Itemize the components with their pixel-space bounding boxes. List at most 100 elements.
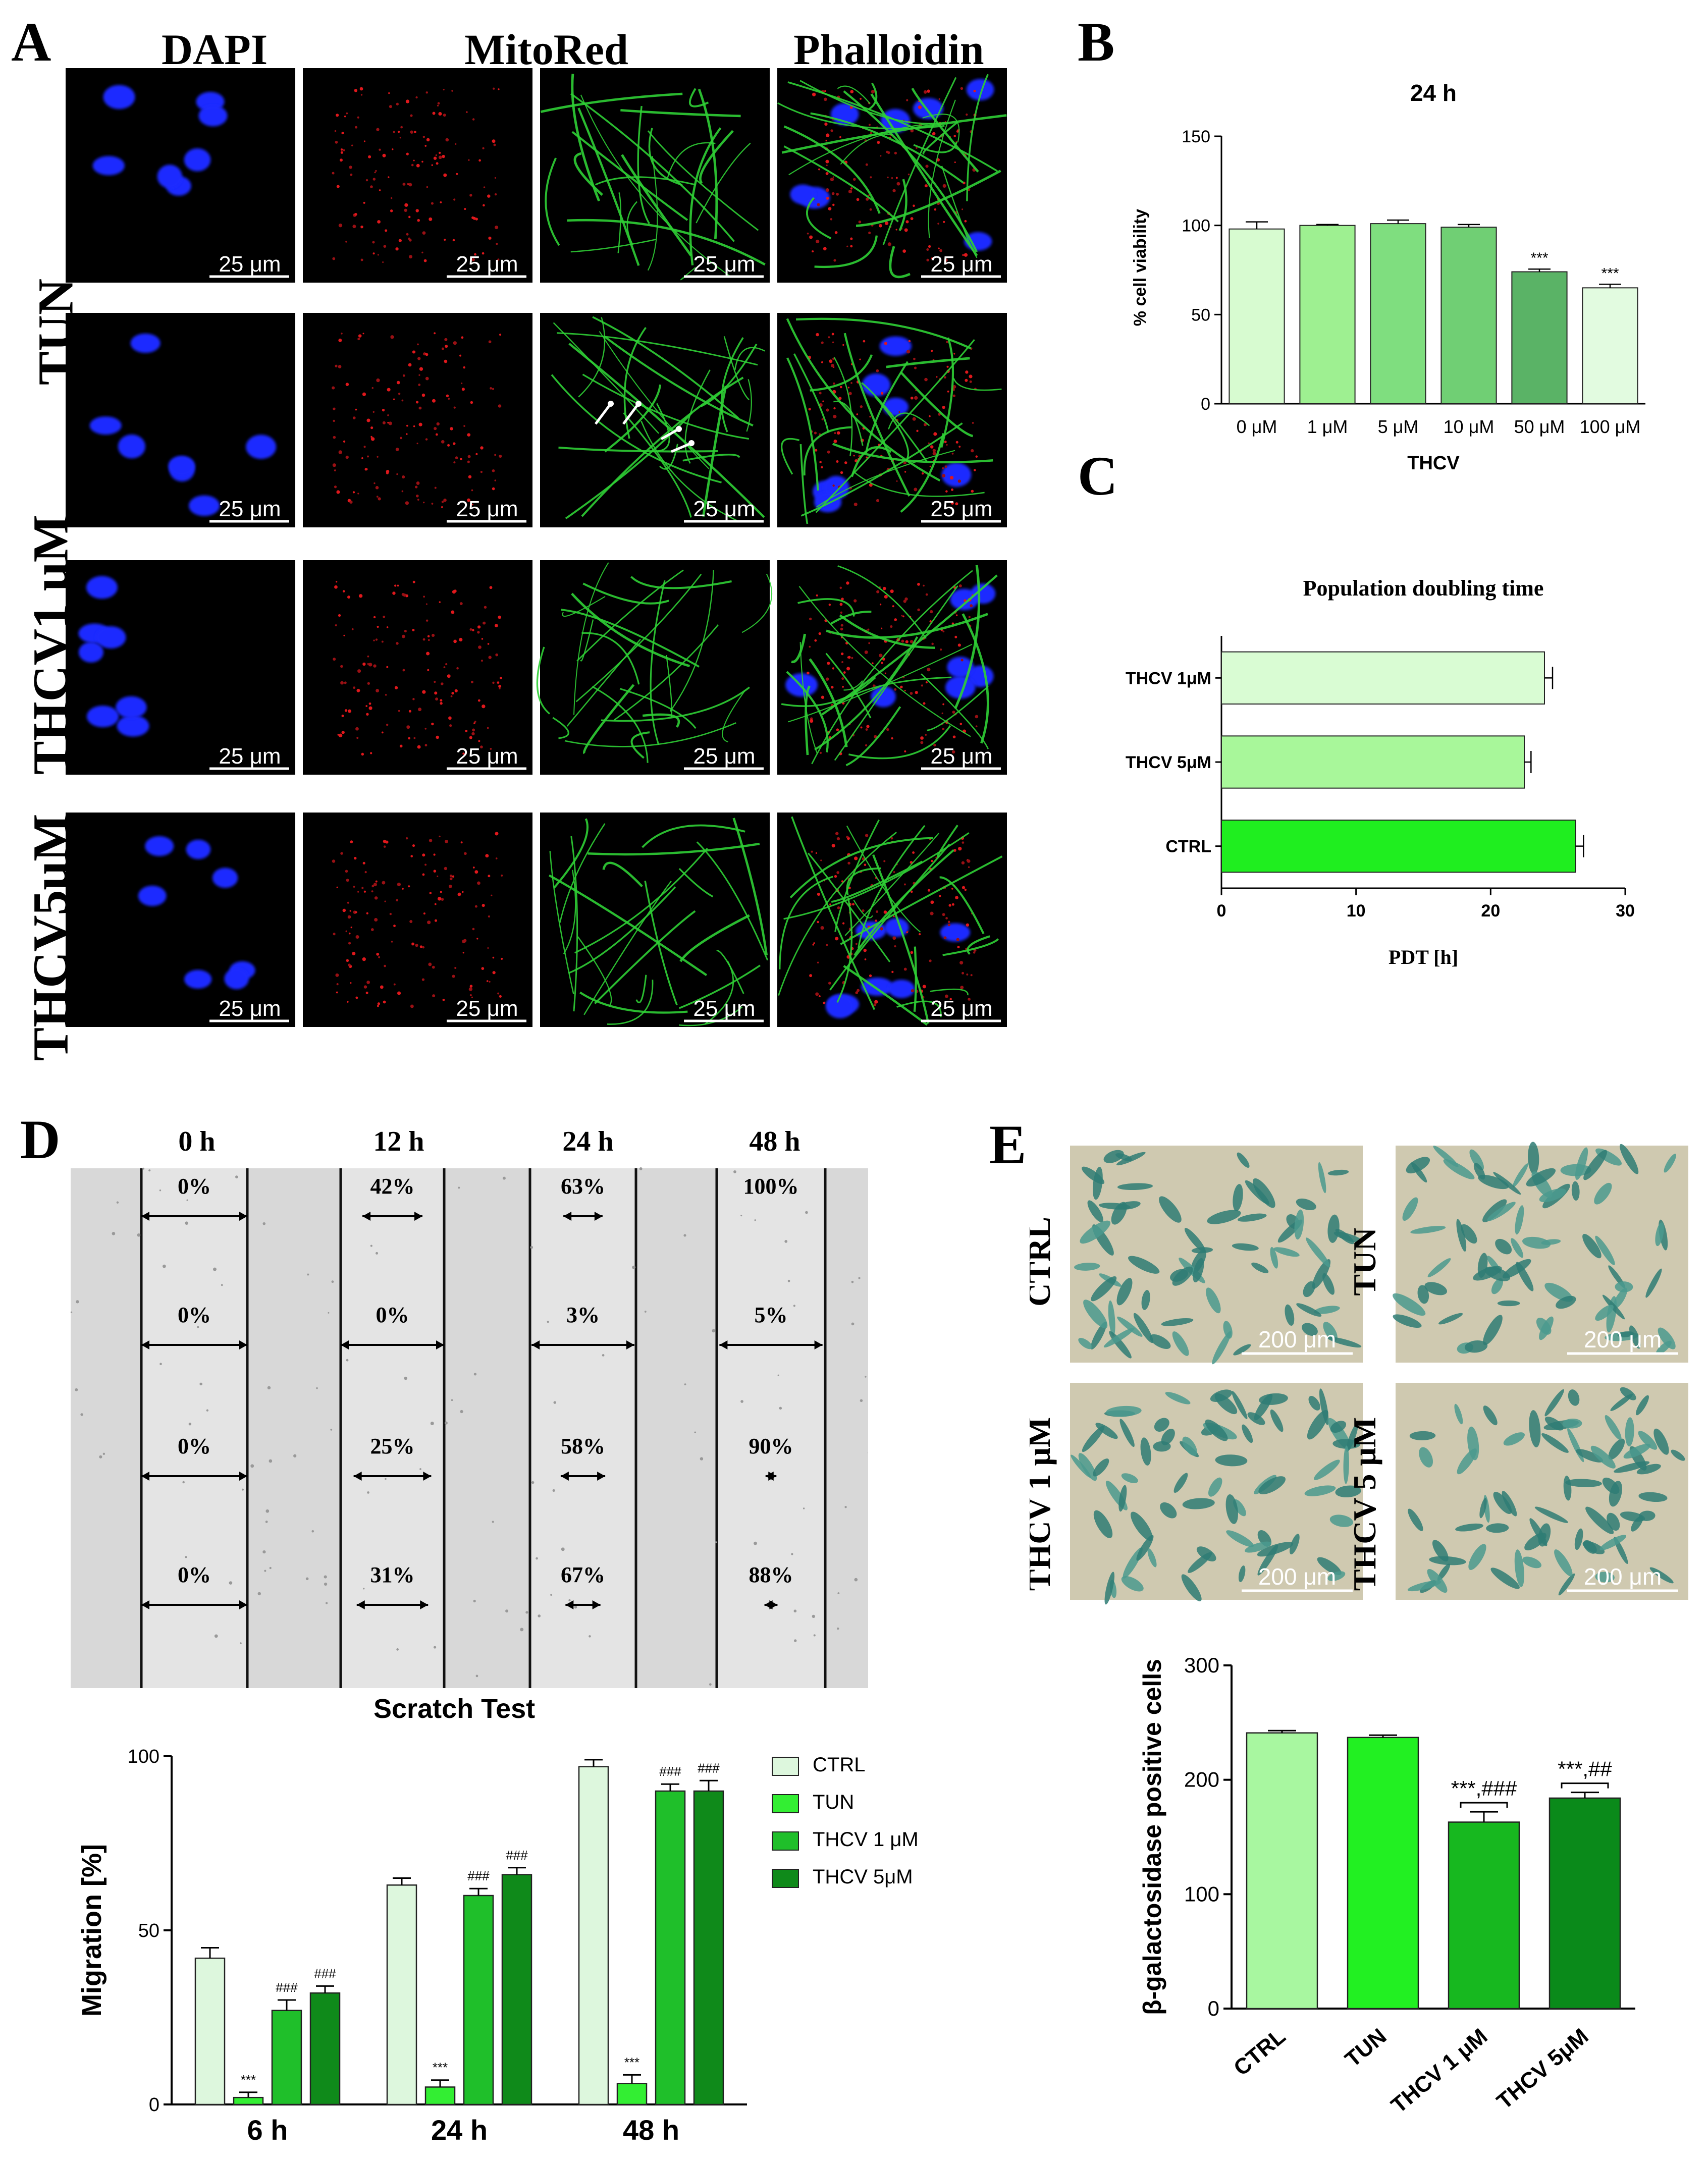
mitochondria-dot <box>413 425 415 427</box>
mitochondria-dot <box>949 475 954 480</box>
mitochondria-dot <box>937 223 939 225</box>
mitochondria-dot <box>334 485 337 489</box>
stained-cell <box>1172 1331 1189 1356</box>
cell-debris <box>865 1376 867 1378</box>
mitochondria-dot <box>448 398 450 400</box>
mitochondria-dot <box>817 921 819 924</box>
mitochondria-dot <box>372 252 375 255</box>
stained-cell <box>1242 1424 1253 1443</box>
stained-cell <box>1456 1219 1467 1252</box>
mitochondria-dot <box>970 604 973 608</box>
mitochondria-dot <box>891 177 893 179</box>
mitochondria-dot <box>951 903 954 906</box>
mitochondria-dot <box>336 490 340 494</box>
mitochondria-dot <box>412 580 415 583</box>
mitochondria-dot <box>942 728 945 730</box>
mitochondria-dot <box>840 652 844 656</box>
mitochondria-dot <box>374 171 376 174</box>
actin-fiber <box>942 938 999 956</box>
micrograph-r0-c2: 25 μm <box>540 68 770 283</box>
mitochondria-dot <box>333 436 336 439</box>
gap-arrow-head <box>719 1340 728 1349</box>
mitochondria-dot <box>444 239 446 241</box>
actin-fiber <box>799 444 809 524</box>
mitochondria-dot <box>390 335 394 339</box>
mitochondria-dot <box>469 628 472 631</box>
mitochondria-dot <box>926 248 929 251</box>
mitochondria-dot <box>342 590 345 592</box>
cell-debris <box>264 1570 266 1572</box>
actin-fiber <box>797 598 855 617</box>
mitochondria-dot <box>361 457 363 459</box>
mitochondria-dot <box>434 332 436 335</box>
mitochondria-dot <box>401 399 404 402</box>
mitochondria-dot <box>472 728 475 732</box>
mitochondria-dot <box>422 873 425 876</box>
mitochondria-dot <box>957 479 962 483</box>
mitochondria-dot <box>942 474 946 478</box>
stained-cell <box>1119 1419 1135 1447</box>
cell-debris <box>330 1429 333 1431</box>
actin-fiber <box>921 673 989 749</box>
mitochondria-dot <box>390 209 393 212</box>
mitochondria-dot <box>469 994 472 996</box>
mitochondria-dot <box>432 112 436 115</box>
actin-fiber <box>702 386 727 517</box>
stained-cell <box>1215 1454 1248 1467</box>
mitochondria-dot <box>469 736 472 739</box>
actin-fiber <box>836 898 853 1003</box>
stained-cell <box>1335 1485 1362 1498</box>
cell-debris <box>589 1635 591 1638</box>
mitochondria-dot <box>835 832 839 835</box>
cell-debris <box>561 1547 565 1551</box>
mitochondria-dot <box>471 732 475 736</box>
mitochondria-dot <box>332 257 336 260</box>
mitochondria-dot <box>828 604 831 606</box>
chart-title: 24 h <box>1410 80 1457 106</box>
nucleus <box>118 435 145 459</box>
mitochondria-dot <box>340 681 344 685</box>
mitochondria-dot <box>335 973 339 977</box>
mitochondria-dot <box>388 421 392 425</box>
mitochondria-dot <box>489 586 493 589</box>
mitochondria-dot <box>836 837 840 841</box>
actin-fiber <box>594 910 696 1004</box>
mitochondria-dot <box>340 852 343 855</box>
mitochondria-dot <box>440 891 442 893</box>
mitochondria-dot <box>377 456 379 458</box>
mitochondria-dot <box>856 198 860 201</box>
stained-cell <box>1483 1315 1503 1345</box>
mitochondria-dot <box>422 136 425 138</box>
mitochondria-dot <box>483 186 486 188</box>
mitochondria-dot <box>402 475 405 479</box>
actin-fiber <box>928 99 956 238</box>
nucleus <box>86 576 118 599</box>
mitochondria-dot <box>443 89 445 91</box>
mitochondria-dot <box>354 89 357 92</box>
actin-fiber <box>898 179 908 231</box>
stained-cell <box>1636 1464 1661 1475</box>
mitochondria-dot <box>958 584 962 587</box>
stained-cell <box>1554 1549 1573 1577</box>
gap-arrow-head <box>565 1600 574 1609</box>
mitochondria-dot <box>893 915 895 917</box>
gap-arrow-head <box>423 1472 432 1481</box>
mitochondria-dot <box>467 433 471 437</box>
mitochondria-dot <box>372 241 375 244</box>
nucleus <box>184 969 212 989</box>
mitochondria-dot <box>492 956 495 959</box>
mitochondria-dot <box>958 446 961 448</box>
mitochondria-dot <box>384 900 386 902</box>
mitochondria-dot <box>862 909 865 912</box>
cell-debris <box>520 1628 524 1632</box>
mitochondria-dot <box>449 724 452 727</box>
mitochondria-dot <box>404 208 407 212</box>
mitochondria-dot <box>925 681 928 684</box>
mitochondria-dot <box>831 363 834 367</box>
mitochondria-dot <box>858 220 862 224</box>
stained-cell <box>1182 1436 1197 1456</box>
actin-fiber <box>913 946 917 1012</box>
mitochondria-dot <box>368 155 371 158</box>
actin-fiber <box>831 860 923 903</box>
cell-debris <box>837 1592 840 1594</box>
